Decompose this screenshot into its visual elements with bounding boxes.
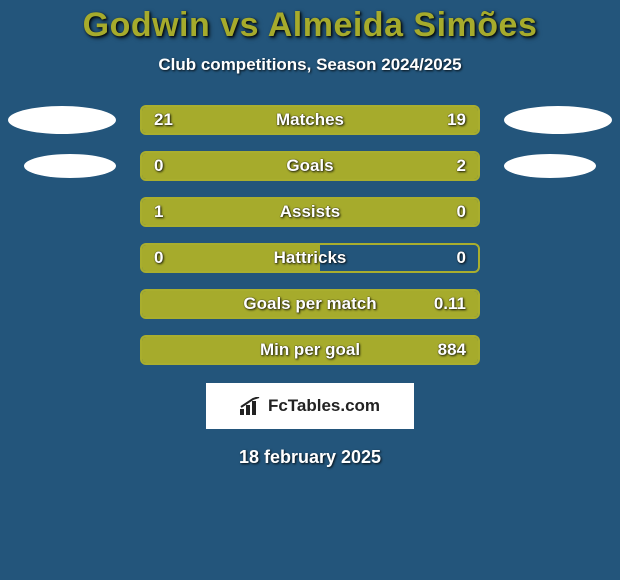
player-marker-right [504, 106, 612, 134]
stat-row: 10Assists [0, 197, 620, 227]
player-marker-left [8, 106, 116, 134]
player-marker-left [24, 154, 116, 178]
stat-row: 00Hattricks [0, 243, 620, 273]
player-marker-right [504, 154, 596, 178]
stat-label: Min per goal [142, 337, 478, 363]
stat-label: Goals [142, 153, 478, 179]
stat-label: Assists [142, 199, 478, 225]
fctables-icon [240, 397, 262, 415]
stat-bar: 02Goals [140, 151, 480, 181]
stats-bars: 2119Matches 02Goals 10Assists 00Hattricks 0.… [0, 105, 620, 365]
stat-bar: 10Assists [140, 197, 480, 227]
stat-row: 2119Matches [0, 105, 620, 135]
page-subtitle: Club competitions, Season 2024/2025 [158, 55, 461, 75]
stat-label: Goals per match [142, 291, 478, 317]
stat-bar: 0.11Goals per match [140, 289, 480, 319]
brand-text: FcTables.com [268, 396, 380, 416]
page-title: Godwin vs Almeida Simões [83, 6, 538, 45]
comparison-card: Godwin vs Almeida Simões Club competitio… [0, 0, 620, 580]
stat-row: 02Goals [0, 151, 620, 181]
brand-box: FcTables.com [206, 383, 414, 429]
stat-row: 0.11Goals per match [0, 289, 620, 319]
stat-label: Matches [142, 107, 478, 133]
date-line: 18 february 2025 [239, 447, 381, 468]
stat-row: 884Min per goal [0, 335, 620, 365]
stat-bar: 00Hattricks [140, 243, 480, 273]
stat-bar: 884Min per goal [140, 335, 480, 365]
stat-label: Hattricks [142, 245, 478, 271]
stat-bar: 2119Matches [140, 105, 480, 135]
